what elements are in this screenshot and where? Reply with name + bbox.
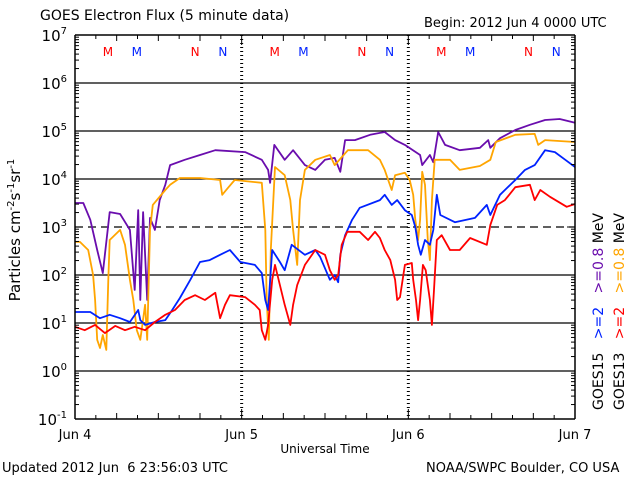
y-label-exp1: -2 — [6, 200, 17, 210]
y-tick-label: 101 — [42, 314, 67, 333]
marker-m: M — [132, 45, 142, 59]
legend-column-goes13: GOES13 >=2 >=0.8 MeV — [612, 213, 628, 410]
credit-label: NOAA/SWPC Boulder, CO USA — [426, 461, 620, 476]
series-line — [75, 118, 576, 301]
series-line — [75, 133, 576, 351]
y-tick-labels: 107 106 105 104 103 102 101 100 10-1 — [38, 26, 67, 429]
x-tick-labels: Jun 4 Jun 5 Jun 6 Jun 7 — [58, 428, 592, 443]
marker-n: N — [218, 45, 227, 59]
y-tick-label: 102 — [42, 266, 67, 285]
begin-label: Begin: 2012 Jun 4 0000 UTC — [424, 16, 607, 31]
y-label-base: Particles cm — [6, 210, 24, 301]
marker-m: M — [465, 45, 475, 59]
y-label-exp2: -1 — [6, 183, 17, 193]
y-label-s: s — [6, 192, 24, 200]
y-axis-label: Particles cm-2s-1sr-1 — [6, 159, 24, 302]
x-axis-label: Universal Time — [280, 442, 369, 456]
marker-n: N — [552, 45, 561, 59]
y-tick-label: 107 — [42, 26, 67, 45]
y-label-sr: sr — [6, 168, 24, 183]
x-tick-label: Jun 5 — [224, 428, 258, 443]
y-tick-label: 10-1 — [38, 410, 67, 429]
marker-n: N — [191, 45, 200, 59]
y-tick-label: 100 — [42, 362, 67, 381]
legend: GOES15 >=2 >=0.8 MeV GOES13 >=2 >=0.8 MeV — [591, 213, 628, 410]
marker-m: M — [436, 45, 446, 59]
marker-n: N — [357, 45, 366, 59]
series-line — [74, 183, 576, 341]
marker-m: M — [269, 45, 279, 59]
y-tick-label: 103 — [42, 218, 67, 237]
x-tick-label: Jun 7 — [558, 428, 592, 443]
legend-column-goes15: GOES15 >=2 >=0.8 MeV — [591, 213, 607, 410]
grid — [75, 35, 575, 419]
updated-timestamp: Updated 2012 Jun 6 23:56:03 UTC — [2, 461, 228, 476]
marker-m: M — [103, 45, 113, 59]
y-tick-label: 105 — [42, 122, 67, 141]
series-lines — [74, 118, 576, 351]
marker-n: N — [524, 45, 533, 59]
chart-title: GOES Electron Flux (5 minute data) — [40, 8, 290, 24]
x-tick-label: Jun 4 — [58, 428, 92, 443]
axes — [74, 34, 576, 420]
y-label-exp3: -1 — [6, 159, 17, 169]
x-tick-label: Jun 6 — [391, 428, 425, 443]
y-tick-label: 106 — [42, 74, 67, 93]
y-tick-label: 104 — [42, 170, 67, 189]
marker-n: N — [385, 45, 394, 59]
marker-m: M — [298, 45, 308, 59]
